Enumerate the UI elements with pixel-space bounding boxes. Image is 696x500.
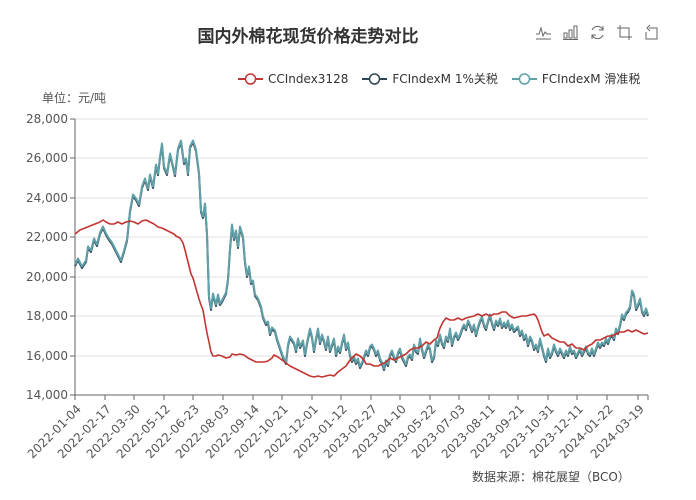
bar-chart-icon[interactable]: [562, 24, 579, 41]
chart-title-text: 国内外棉花现货价格走势对比: [197, 27, 419, 47]
y-tick-label: 24,000: [26, 191, 68, 205]
data-source-note: 数据来源：棉花展望（BCO）: [472, 470, 630, 484]
y-tick-label: 26,000: [26, 151, 68, 165]
legend-item-ccindex[interactable]: CCIndex3128: [238, 70, 348, 87]
y-tick-label: 14,000: [26, 388, 68, 402]
y-tick-label: 18,000: [26, 309, 68, 323]
zoom-reset-icon[interactable]: [643, 24, 660, 41]
y-tick-label: 28,000: [26, 112, 68, 126]
legend: CCIndex3128 FCIndexM 1%关税 FCIndexM 滑准税: [238, 70, 640, 87]
legend-item-fcindex-sliding[interactable]: FCIndexM 滑准税: [511, 70, 641, 87]
chart-title: 国内外棉花现货价格走势对比: [0, 22, 696, 47]
grid-lines: [75, 118, 648, 357]
legend-label: CCIndex3128: [268, 71, 349, 86]
line-chart-icon[interactable]: [535, 24, 552, 41]
legend-item-fcindex-1pct[interactable]: FCIndexM 1%关税: [362, 70, 498, 87]
legend-marker-icon: [238, 72, 263, 85]
series-fcindex-1pct-line: [74, 141, 649, 371]
legend-marker-icon: [362, 72, 388, 85]
series-fcindex-sliding-line: [74, 139, 649, 370]
x-axis: [74, 394, 649, 400]
series-ccindex-line: [74, 219, 649, 378]
zoom-select-icon[interactable]: [616, 24, 633, 41]
y-axis: [70, 118, 76, 396]
legend-label: FCIndexM 滑准税: [541, 72, 641, 86]
y-tick-label: 16,000: [26, 349, 68, 363]
y-tick-label: 22,000: [26, 230, 68, 244]
y-tick-label: 20,000: [26, 270, 68, 284]
legend-marker-icon: [511, 72, 537, 85]
legend-label: FCIndexM 1%关税: [392, 72, 498, 86]
restore-icon[interactable]: [589, 24, 606, 41]
y-axis-unit: 单位：元/吨: [42, 91, 107, 105]
toolbox: [535, 24, 660, 41]
